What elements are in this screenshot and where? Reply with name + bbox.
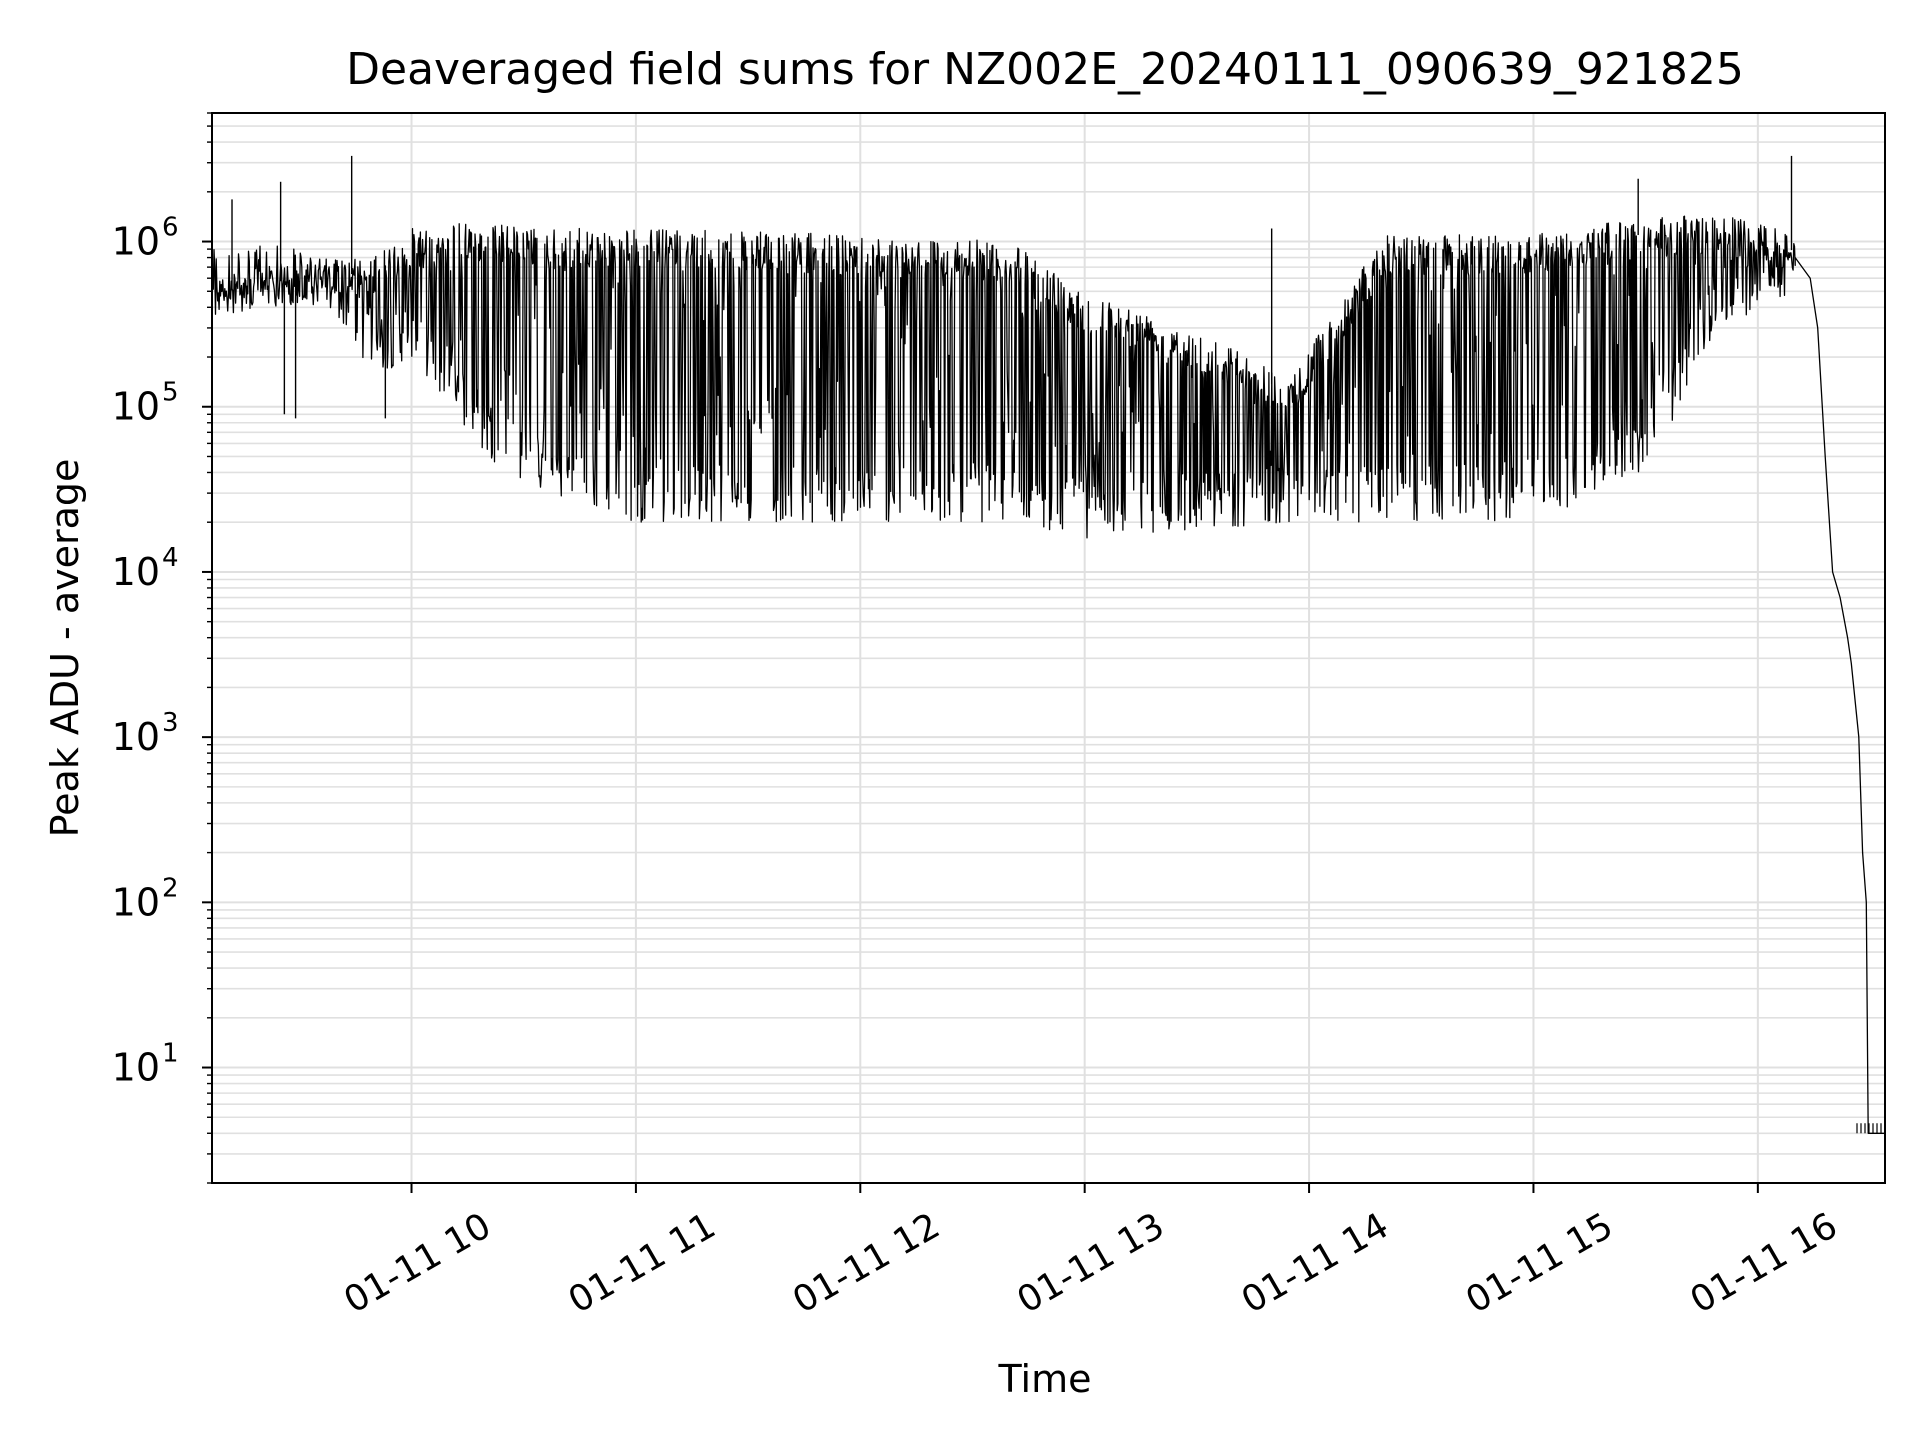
y-axis-label: Peak ADU - average (43, 459, 87, 838)
y-tick-label: 10 (112, 715, 160, 759)
y-tick-label: 10 (112, 1046, 160, 1090)
y-tick-exponent: 2 (162, 873, 179, 903)
y-tick-label: 10 (112, 550, 160, 594)
y-tick-exponent: 1 (162, 1039, 179, 1069)
y-tick-exponent: 6 (162, 213, 179, 243)
y-tick-exponent: 4 (162, 543, 179, 573)
data-series-line (212, 215, 1885, 1134)
y-tick-label: 10 (112, 880, 160, 924)
chart-title: Deaveraged field sums for NZ002E_2024011… (346, 44, 1744, 95)
y-tick-exponent: 5 (162, 378, 179, 408)
axes-frame (211, 112, 1886, 1184)
plot-area (212, 155, 1885, 1134)
y-tick-label: 10 (112, 385, 160, 429)
x-axis-label: Time (998, 1357, 1092, 1401)
y-tick-exponent: 3 (162, 708, 179, 738)
y-tick-label: 10 (112, 220, 160, 264)
